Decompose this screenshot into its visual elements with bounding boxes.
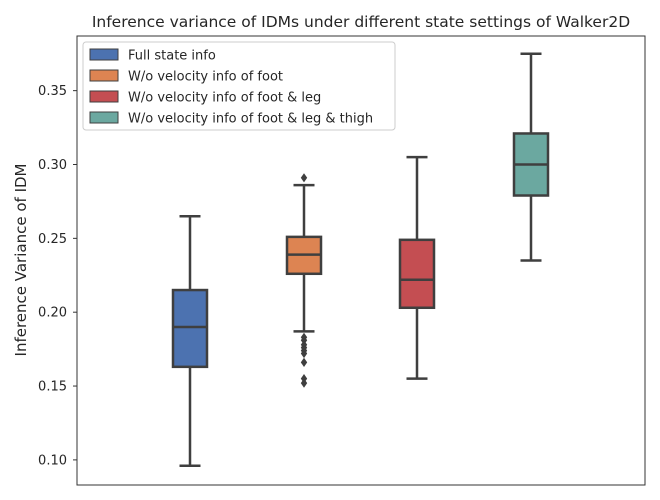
boxes-layer: [171, 52, 550, 468]
legend: Full state info W/o velocity info of foot…: [82, 41, 396, 131]
y-tick-label: 0.20: [38, 306, 67, 321]
legend-frame: [82, 41, 396, 131]
chart-title: Inference variance of IDMs under differe…: [92, 13, 630, 31]
outlier-point: [300, 348, 308, 359]
box-3: [398, 155, 436, 380]
box-4: [512, 52, 550, 262]
iqr-box: [398, 238, 436, 310]
y-tick-label: 0.35: [38, 84, 67, 99]
legend-swatch: [89, 90, 119, 103]
outlier-point: [300, 378, 308, 388]
legend-label: W/o velocity info of foot & leg: [128, 91, 321, 106]
legend-swatch: [89, 69, 119, 82]
box-2: [285, 173, 323, 388]
legend-label: W/o velocity info of foot & leg & thigh: [128, 112, 373, 127]
plot-frame: [76, 35, 646, 486]
iqr-box: [171, 288, 209, 369]
legend-swatch: [89, 111, 119, 124]
y-tick-label: 0.25: [38, 232, 67, 247]
y-axis-ticks: 0.10 0.15 0.20 0.25 0.30 0.35: [38, 84, 77, 468]
y-tick-label: 0.30: [38, 158, 67, 173]
outlier-point: [300, 173, 308, 183]
legend-label: W/o velocity info of foot: [128, 70, 283, 85]
y-tick-label: 0.15: [38, 380, 67, 395]
legend-label: Full state info: [128, 49, 216, 64]
box-1: [171, 214, 209, 468]
y-axis-title: Inference Variance of IDM: [12, 164, 30, 357]
outlier-point: [300, 357, 308, 368]
legend-swatch: [89, 48, 119, 61]
y-tick-label: 0.10: [38, 453, 67, 468]
